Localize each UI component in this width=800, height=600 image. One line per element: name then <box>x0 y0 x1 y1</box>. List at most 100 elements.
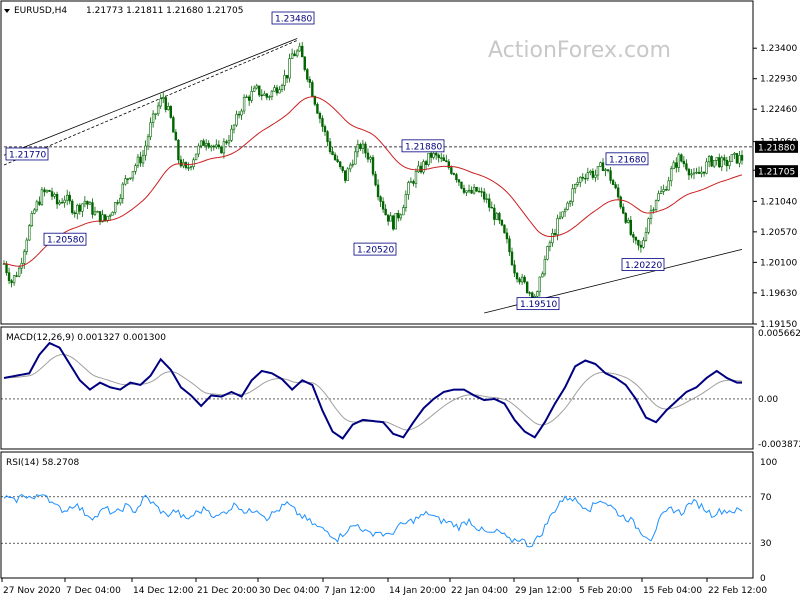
candle-body <box>601 162 605 171</box>
dropdown-arrow-icon[interactable] <box>4 9 10 13</box>
candle-body <box>169 105 173 118</box>
candle-body <box>659 191 663 194</box>
candle-body <box>60 202 64 204</box>
candle-body <box>174 131 178 141</box>
candle-body <box>217 144 221 148</box>
candle-body <box>30 213 34 227</box>
candle-body <box>510 251 514 266</box>
price-badge-label: 1.21880 <box>758 143 795 153</box>
candle-body <box>553 233 557 235</box>
candle-body <box>114 202 117 213</box>
candle-body <box>33 209 36 214</box>
candle-body <box>167 105 170 110</box>
annotation-box <box>43 232 87 246</box>
candle-body <box>197 145 200 155</box>
y-tick-label: 1.22930 <box>760 75 797 85</box>
candle-body <box>38 201 41 205</box>
candle-body <box>523 276 526 283</box>
candle-body <box>230 128 233 141</box>
macd-tick-label: -0.003872 <box>758 440 800 450</box>
y-tick-label: 1.20100 <box>760 258 797 268</box>
candle-body <box>187 167 190 169</box>
candle-body <box>503 224 506 234</box>
annotation-box <box>353 242 397 256</box>
candle-body <box>53 194 56 197</box>
macd-panel <box>0 326 754 450</box>
candle-body <box>419 165 423 173</box>
candle-body <box>488 198 491 208</box>
watermark: ActionForex.com <box>488 38 671 63</box>
candle-body <box>566 202 569 210</box>
candle-body <box>692 172 696 175</box>
candle-body <box>738 155 741 164</box>
candle-body <box>685 163 688 170</box>
candle-body <box>440 157 443 159</box>
candle-body <box>718 157 721 168</box>
candle-body <box>240 110 243 116</box>
candle-body <box>700 171 703 174</box>
x-tick-label: 30 Dec 04:00 <box>259 586 320 596</box>
candle-body <box>356 144 360 153</box>
candle-body <box>141 154 145 164</box>
candle-body <box>162 97 165 100</box>
candle-body <box>354 151 357 165</box>
annotation-label: 1.21680 <box>609 155 646 165</box>
candle-body <box>204 143 208 146</box>
candle-body <box>379 196 382 202</box>
candle-body <box>129 177 132 180</box>
candle-body <box>189 166 193 168</box>
candle-body <box>546 246 549 260</box>
candle-body <box>280 85 284 90</box>
candle-body <box>12 275 16 284</box>
candle-body <box>462 187 466 193</box>
candle-body <box>672 162 675 170</box>
candle-body <box>576 181 579 185</box>
candle-body <box>647 218 650 233</box>
candle-body <box>480 191 483 193</box>
candle-body <box>220 146 223 154</box>
candle-body <box>116 202 119 204</box>
candle-body <box>591 170 595 178</box>
candle-body <box>215 144 218 148</box>
candle-body <box>604 169 607 171</box>
candle-body <box>520 276 524 283</box>
candle-body <box>485 198 488 200</box>
candle-body <box>740 155 744 161</box>
candle-body <box>594 174 597 178</box>
candle-body <box>103 214 107 221</box>
candle-body <box>298 45 301 52</box>
candle-body <box>662 189 665 192</box>
candle-body <box>177 139 180 161</box>
candle-body <box>58 202 61 205</box>
candle-body <box>63 199 66 203</box>
candle-body <box>7 272 11 281</box>
annotation-label: 1.23480 <box>275 15 312 25</box>
candle-body <box>571 188 574 202</box>
y-tick-label: 1.22460 <box>760 105 797 115</box>
candle-body <box>139 156 142 164</box>
macd-title: MACD(12,26,9) 0.001327 0.001300 <box>6 333 166 343</box>
annotation-box <box>605 152 649 166</box>
candle-body <box>134 165 137 172</box>
candle-body <box>212 145 215 148</box>
candle-body <box>343 170 347 181</box>
candle-body <box>508 238 511 253</box>
candle-body <box>498 213 501 221</box>
candle-body <box>121 183 124 199</box>
macd-layer <box>1 341 753 440</box>
candle-body <box>318 112 322 119</box>
y-tick-label: 1.23400 <box>760 44 797 54</box>
candle-body <box>225 141 228 144</box>
candle-body <box>55 194 59 205</box>
rsi-layer <box>1 493 753 548</box>
candle-body <box>35 201 39 211</box>
symbol-label: EURUSD,H4 <box>14 6 67 16</box>
candle-body <box>278 89 281 94</box>
candle-body <box>119 198 122 204</box>
candle-body <box>447 161 451 168</box>
candle-body <box>538 276 542 293</box>
candle-body <box>106 215 109 221</box>
candle-body <box>399 214 403 219</box>
annotation-box <box>621 258 665 271</box>
